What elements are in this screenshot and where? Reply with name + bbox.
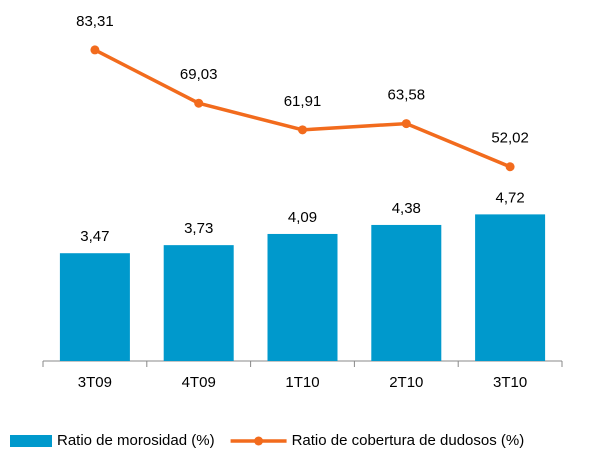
line-marker xyxy=(90,45,100,55)
bar xyxy=(371,224,442,361)
bar xyxy=(59,253,130,361)
data-label: 69,03 xyxy=(180,66,218,83)
data-label: 63,58 xyxy=(388,87,426,104)
line-marker xyxy=(401,119,411,129)
line-marker xyxy=(194,98,204,108)
x-tick-label: 4T09 xyxy=(182,374,216,391)
legend-marker xyxy=(254,436,264,446)
x-tick-label: 3T10 xyxy=(493,374,527,391)
line-marker xyxy=(298,125,307,135)
data-label: 3,73 xyxy=(184,220,213,237)
legend-label: Ratio de cobertura de dudosos (%) xyxy=(292,432,525,449)
bar xyxy=(475,214,546,361)
data-label: 83,31 xyxy=(76,13,114,30)
bar xyxy=(267,233,338,361)
data-label: 61,91 xyxy=(284,93,322,110)
data-label: 4,38 xyxy=(392,200,421,217)
legend-swatch xyxy=(10,435,52,447)
data-label: 52,02 xyxy=(491,130,529,147)
legend-label: Ratio de morosidad (%) xyxy=(57,432,215,449)
bar xyxy=(163,245,234,361)
data-label: 3,47 xyxy=(80,228,109,245)
x-tick-label: 1T10 xyxy=(285,374,319,391)
x-tick-label: 2T10 xyxy=(389,374,423,391)
data-label: 4,09 xyxy=(288,209,317,226)
line-marker xyxy=(505,162,515,172)
data-label: 4,72 xyxy=(495,189,524,206)
x-tick-label: 3T09 xyxy=(78,374,112,391)
